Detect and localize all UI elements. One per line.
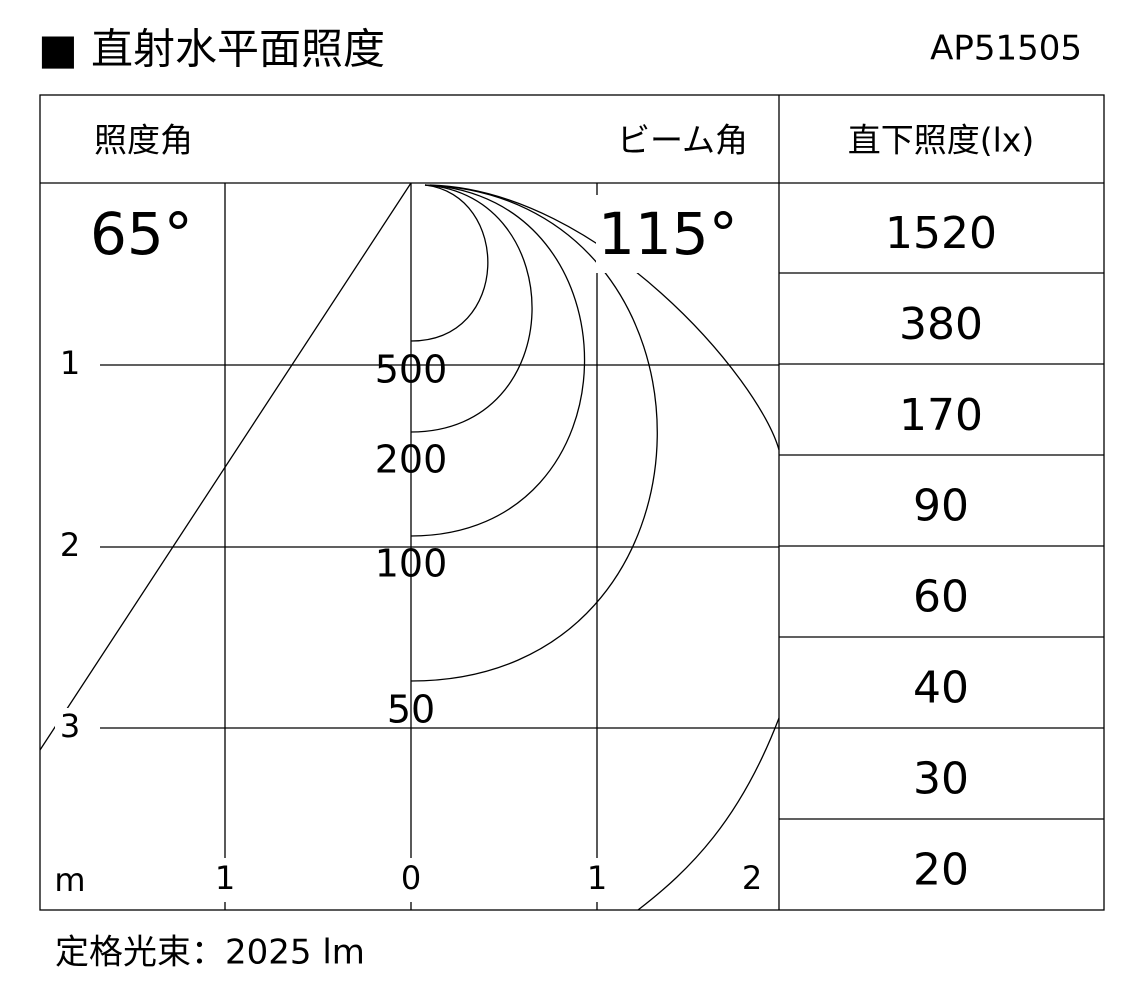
width-label: 0	[401, 859, 421, 897]
angle-line	[39, 182, 412, 751]
depth-label: 2	[60, 526, 80, 564]
contour-label: 200	[375, 438, 448, 482]
width-label: 2	[742, 859, 762, 897]
illuminance-angle: 65°	[90, 200, 193, 268]
footer: 定格光束：2025 lm	[55, 933, 365, 973]
depth-label: 1	[60, 344, 80, 382]
width-label: 1	[215, 859, 235, 897]
beam-angle: 115°	[598, 200, 738, 268]
table-value: 170	[899, 390, 983, 441]
table-value: 40	[913, 663, 969, 714]
table-value: 380	[899, 299, 983, 350]
table-value: 1520	[885, 208, 997, 259]
depth-label: 3	[60, 707, 80, 745]
table-lines	[779, 272, 1104, 820]
width-label: 1	[587, 859, 607, 897]
beam-angle-label: ビーム角	[617, 121, 748, 160]
title: ■ 直射水平面照度	[38, 25, 385, 74]
grid	[100, 183, 779, 910]
table-value: 20	[913, 844, 969, 895]
frame	[39, 94, 1105, 911]
contour-label: 50	[387, 688, 435, 732]
contour-label: 100	[375, 542, 448, 586]
illuminance-angle-label: 照度角	[94, 121, 193, 160]
table-value: 30	[913, 753, 969, 804]
unit-label: m	[54, 861, 85, 899]
model-number: AP51505	[930, 29, 1082, 69]
table-value: 90	[913, 481, 969, 532]
table-values: 1520 380 170 90 60 40 30 20	[885, 208, 997, 895]
table-header: 直下照度(lx)	[848, 121, 1034, 160]
contours	[410, 184, 780, 911]
contour-label: 500	[375, 348, 448, 392]
table-value: 60	[913, 572, 969, 623]
